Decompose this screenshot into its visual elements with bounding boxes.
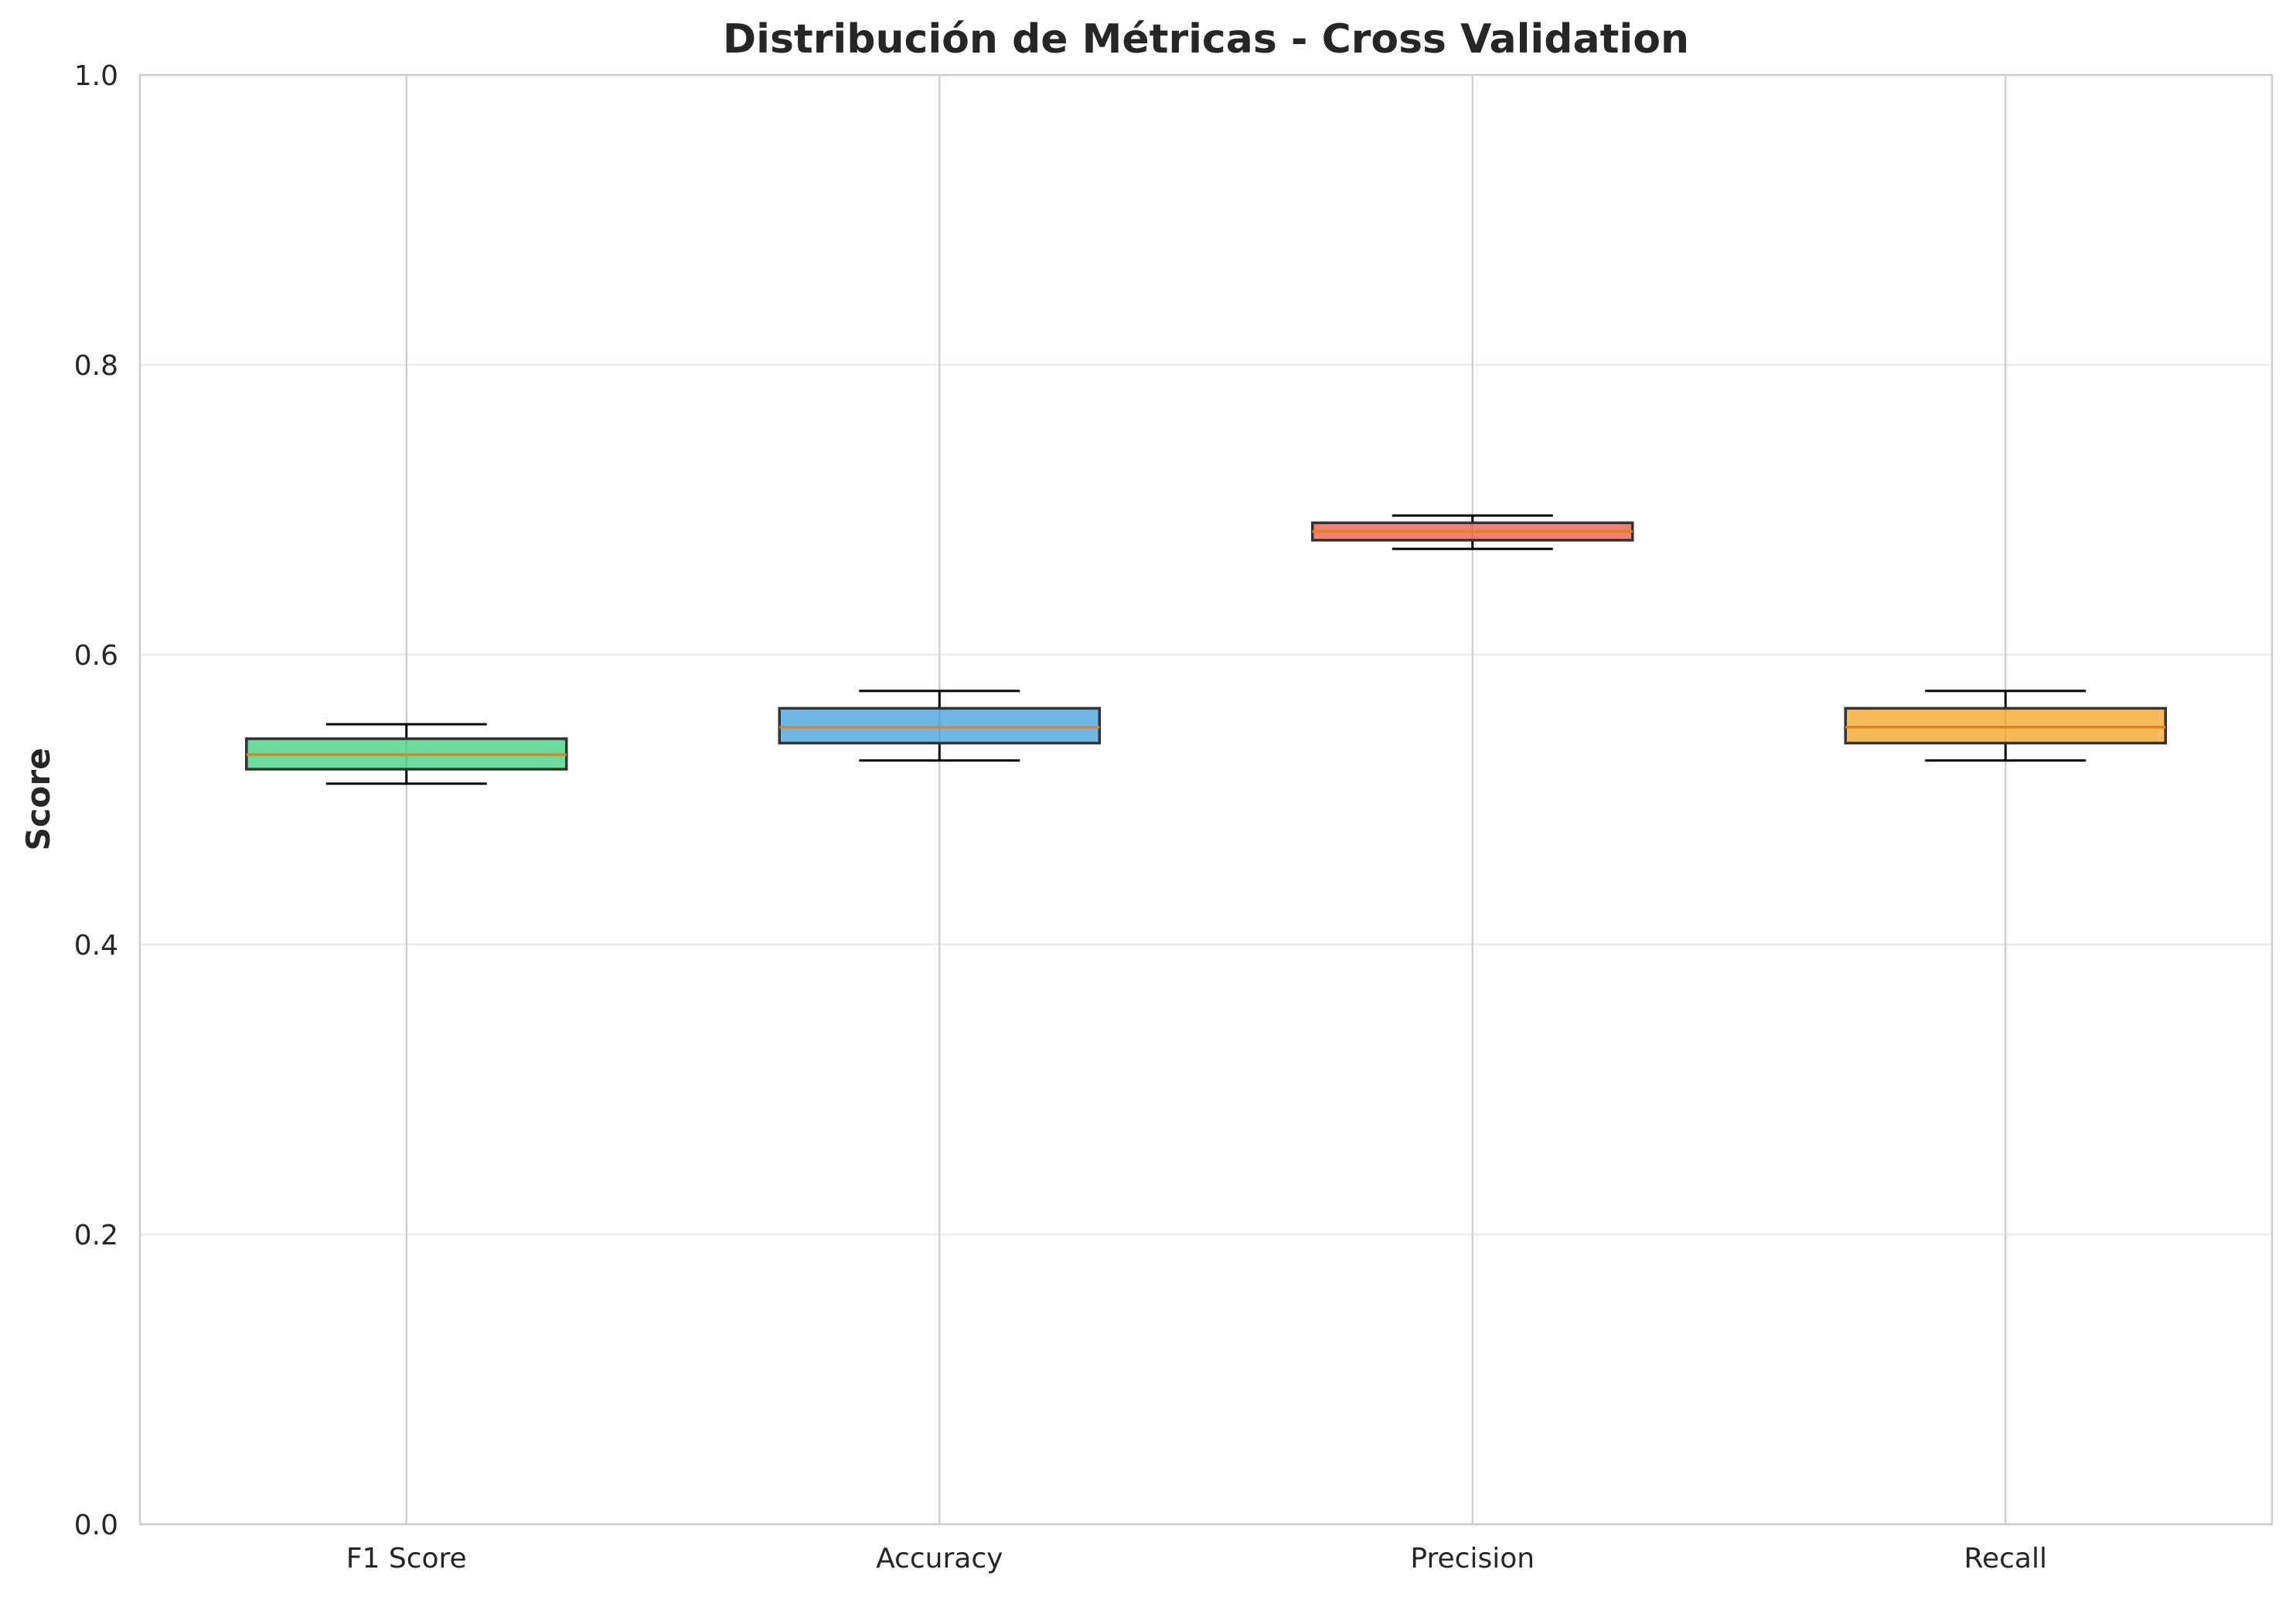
y-tick-label: 1.0 (74, 60, 118, 92)
chart-title: Distribución de Métricas - Cross Validat… (723, 16, 1689, 63)
x-tick-label: Recall (1964, 1543, 2047, 1574)
x-tick-label: Accuracy (876, 1543, 1003, 1574)
tick-label-layer: 0.0 0.2 0.4 0.6 0.8 1.0 F1 Score Accuracy Precis… (74, 60, 2047, 1574)
box-body (778, 706, 1101, 745)
y-tick-label: 0.2 (74, 1220, 118, 1251)
y-tick-label: 0.0 (74, 1510, 118, 1541)
y-tick-label: 0.4 (74, 930, 118, 962)
y-tick-label: 0.8 (74, 350, 118, 382)
plot-frame (138, 73, 2274, 1526)
box-layer (245, 514, 2167, 785)
y-axis-label: Score (19, 747, 57, 850)
x-tick-label: F1 Score (346, 1543, 467, 1574)
y-tick-label: 0.6 (74, 640, 118, 672)
x-tick-label: Precision (1410, 1543, 1535, 1574)
box-body (1844, 706, 2167, 745)
